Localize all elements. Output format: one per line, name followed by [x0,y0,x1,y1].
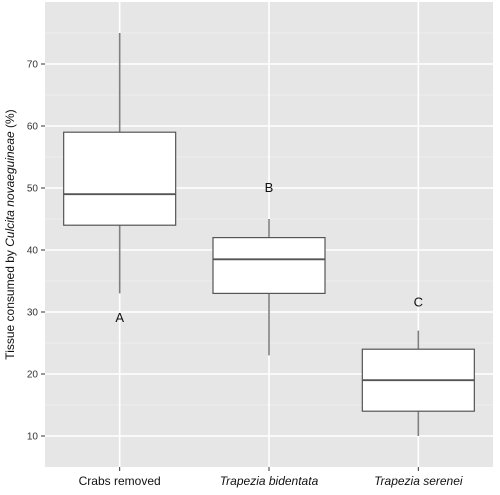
y-axis-title-suffix: (%) [3,109,17,131]
box-iqr [63,131,177,226]
y-tick-label: 50 [27,184,39,195]
y-axis-ticks: 10 20 30 40 50 60 70 [27,60,45,443]
group-letter-c: C [414,295,423,310]
y-tick-label: 10 [27,432,39,443]
y-tick-label: 20 [27,370,39,381]
y-tick-label: 70 [27,60,39,71]
x-axis-ticks: Crabs removed Trapezia bidentata Trapezia … [79,467,463,488]
y-axis-title-prefix: Tissue consumed by [3,247,17,360]
y-tick-label: 60 [27,122,39,133]
y-axis-title: Tissue consumed by Culcita novaeguineae … [3,109,17,359]
y-tick-label: 30 [27,308,39,319]
boxes [63,33,475,436]
x-tick-label: Trapezia bidentata [220,474,319,488]
box-2 [212,219,326,356]
box-3 [361,330,475,436]
x-tick-label: Crabs removed [79,474,161,488]
box-iqr [212,237,326,295]
x-tick-label: Trapezia serenei [374,474,463,488]
y-axis-title-species: Culcita novaeguineae [3,131,17,247]
group-letter-a: A [115,310,124,325]
y-tick-label: 40 [27,246,39,257]
group-letters: A B C [115,180,423,325]
box-1 [63,33,177,294]
group-letter-b: B [265,180,274,195]
